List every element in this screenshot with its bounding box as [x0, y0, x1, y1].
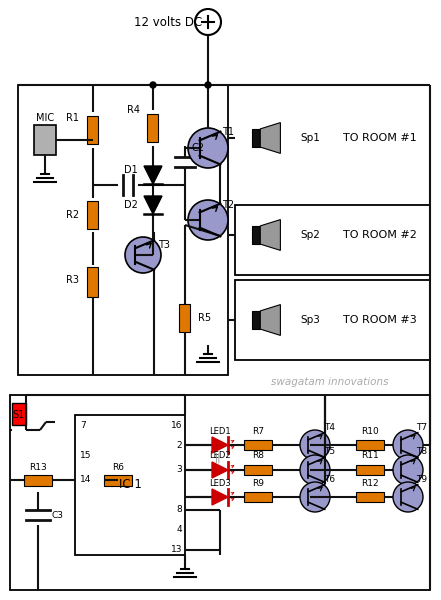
Text: Sp1: Sp1: [300, 133, 320, 143]
Text: R10: R10: [361, 427, 379, 436]
FancyBboxPatch shape: [356, 440, 384, 450]
FancyBboxPatch shape: [104, 475, 132, 485]
Text: swagatam innovations: swagatam innovations: [271, 377, 389, 387]
Text: IC 1: IC 1: [119, 479, 142, 491]
Circle shape: [205, 82, 211, 88]
Text: T9: T9: [416, 475, 428, 484]
Polygon shape: [212, 489, 228, 505]
FancyBboxPatch shape: [179, 304, 191, 332]
Text: R3: R3: [66, 275, 79, 285]
Circle shape: [393, 455, 423, 485]
Text: T6: T6: [325, 475, 336, 484]
FancyBboxPatch shape: [18, 85, 228, 375]
Text: D2: D2: [124, 200, 138, 210]
FancyBboxPatch shape: [75, 415, 185, 555]
Text: R8: R8: [252, 451, 264, 461]
Circle shape: [195, 9, 221, 35]
Text: R11: R11: [361, 451, 379, 461]
Text: T2: T2: [222, 200, 234, 210]
Text: ||: ||: [215, 453, 221, 463]
Polygon shape: [144, 166, 162, 184]
Text: 14: 14: [80, 475, 91, 485]
Text: LED1: LED1: [209, 427, 231, 436]
Text: 16: 16: [171, 421, 182, 430]
Text: 12 volts DC: 12 volts DC: [134, 16, 202, 28]
Text: R12: R12: [361, 479, 379, 487]
Circle shape: [300, 482, 330, 512]
Text: T3: T3: [158, 240, 170, 250]
Text: R13: R13: [29, 463, 47, 473]
FancyBboxPatch shape: [252, 129, 260, 147]
Text: R5: R5: [198, 313, 211, 323]
Circle shape: [150, 82, 156, 88]
Text: R9: R9: [252, 479, 264, 487]
Circle shape: [300, 455, 330, 485]
Text: S1: S1: [13, 410, 25, 420]
Circle shape: [188, 200, 228, 240]
Text: TO ROOM #2: TO ROOM #2: [343, 230, 417, 240]
Polygon shape: [212, 462, 228, 478]
Text: C2: C2: [192, 143, 205, 153]
Text: 4: 4: [176, 526, 182, 535]
FancyBboxPatch shape: [252, 226, 260, 244]
Polygon shape: [260, 122, 280, 154]
FancyBboxPatch shape: [147, 114, 158, 142]
Text: TO ROOM #1: TO ROOM #1: [343, 133, 417, 143]
Text: MIC: MIC: [36, 113, 54, 123]
Text: TO ROOM #3: TO ROOM #3: [343, 315, 417, 325]
Text: LED2: LED2: [209, 451, 231, 461]
FancyBboxPatch shape: [87, 267, 98, 297]
Text: 13: 13: [171, 545, 182, 554]
Circle shape: [300, 430, 330, 460]
FancyBboxPatch shape: [24, 475, 52, 485]
Text: R4: R4: [127, 105, 140, 115]
Text: 3: 3: [176, 466, 182, 475]
Polygon shape: [260, 305, 280, 335]
FancyBboxPatch shape: [356, 492, 384, 502]
Text: R7: R7: [252, 427, 264, 436]
FancyBboxPatch shape: [10, 395, 430, 590]
Text: 7: 7: [80, 421, 86, 430]
Text: T7: T7: [416, 422, 428, 431]
Circle shape: [393, 430, 423, 460]
FancyBboxPatch shape: [34, 125, 56, 155]
Text: T1: T1: [222, 127, 234, 137]
FancyBboxPatch shape: [244, 465, 272, 475]
Text: C3: C3: [52, 511, 64, 520]
Text: Sp2: Sp2: [300, 230, 320, 240]
Text: R2: R2: [66, 210, 79, 220]
FancyBboxPatch shape: [235, 280, 430, 360]
Circle shape: [125, 237, 161, 273]
Text: R1: R1: [66, 113, 79, 123]
Polygon shape: [144, 196, 162, 214]
Polygon shape: [212, 437, 228, 453]
FancyBboxPatch shape: [87, 201, 98, 229]
Text: R6: R6: [112, 463, 124, 473]
FancyBboxPatch shape: [252, 311, 260, 329]
Text: Sp3: Sp3: [300, 315, 320, 325]
Polygon shape: [260, 220, 280, 250]
Text: 2: 2: [176, 440, 182, 449]
Text: D1: D1: [124, 165, 138, 175]
FancyBboxPatch shape: [235, 205, 430, 275]
FancyBboxPatch shape: [244, 440, 272, 450]
Circle shape: [393, 482, 423, 512]
FancyBboxPatch shape: [87, 116, 98, 144]
Text: T8: T8: [416, 448, 428, 457]
FancyBboxPatch shape: [244, 492, 272, 502]
Circle shape: [188, 128, 228, 168]
Text: T4: T4: [325, 422, 336, 431]
Text: 15: 15: [80, 451, 91, 460]
FancyBboxPatch shape: [356, 465, 384, 475]
Text: T5: T5: [325, 448, 336, 457]
Text: 8: 8: [176, 505, 182, 514]
FancyBboxPatch shape: [12, 403, 26, 425]
Text: LED3: LED3: [209, 479, 231, 487]
